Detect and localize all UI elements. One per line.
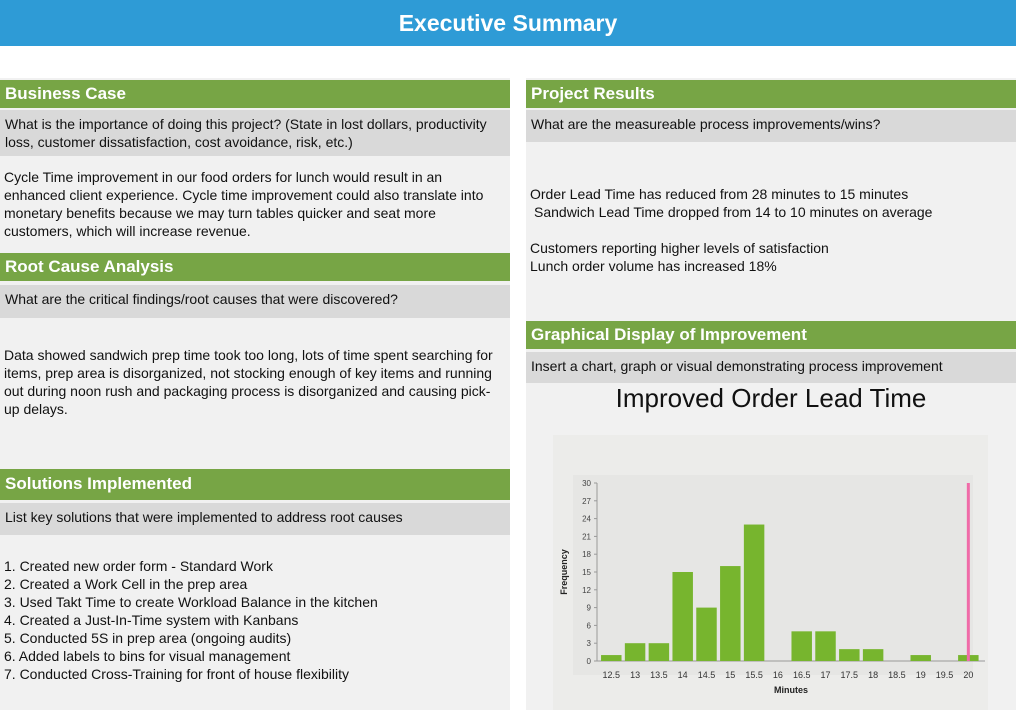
question: What are the critical findings/root caus… [0, 285, 510, 318]
list-item: 6. Added labels to bins for visual manag… [4, 648, 291, 664]
left-column [0, 78, 510, 710]
list-item: 7. Conducted Cross-Training for front of… [4, 666, 349, 682]
bar [720, 566, 741, 661]
x-tick-label: 14 [678, 670, 688, 680]
x-tick-label: 12.5 [603, 670, 621, 680]
section-header: Solutions Implemented [0, 469, 510, 500]
bar [862, 649, 884, 661]
y-tick-label: 24 [582, 515, 591, 524]
x-tick-label: 20 [963, 670, 973, 680]
y-tick-label: 30 [582, 479, 591, 488]
x-tick-label: 13.5 [650, 670, 668, 680]
x-tick-label: 17.5 [841, 670, 859, 680]
bar [839, 649, 860, 661]
x-tick-label: 16 [773, 670, 783, 680]
y-tick-label: 15 [582, 568, 591, 577]
x-tick-label: 18 [868, 670, 878, 680]
x-tick-label: 19 [916, 670, 926, 680]
bar [648, 643, 670, 661]
bar [672, 572, 693, 661]
title-bar: Executive Summary [0, 0, 1016, 46]
body-text: Data showed sandwich prep time took too … [4, 347, 493, 417]
y-tick-label: 9 [587, 604, 592, 613]
section-header: Business Case [0, 80, 510, 108]
bar [624, 643, 646, 661]
y-tick-label: 18 [582, 550, 591, 559]
bar [791, 631, 812, 661]
question: What are the measureable process improve… [526, 110, 1016, 142]
bar [601, 655, 622, 661]
y-tick-label: 0 [587, 657, 592, 666]
question: What is the importance of doing this pro… [0, 110, 510, 156]
bar [910, 655, 931, 661]
y-axis-label: Frequency [559, 549, 569, 595]
body-text: Cycle Time improvement in our food order… [4, 169, 484, 239]
chart: 0 3 6 9 12 15 18 21 24 27 30 12.5 13 13.5 14 14.5 15 15.5… [553, 435, 988, 710]
x-tick-label: 16.5 [793, 670, 811, 680]
chart-backdrop [573, 475, 973, 675]
list-item: 4. Created a Just-In-Time system with Ka… [4, 612, 299, 628]
question: List key solutions that were implemented… [0, 503, 510, 535]
body-text: Sandwich Lead Time dropped from 14 to 10… [534, 204, 933, 220]
list-item: 5. Conducted 5S in prep area (ongoing au… [4, 630, 292, 646]
x-tick-label: 17 [821, 670, 831, 680]
y-tick-label: 12 [582, 586, 591, 595]
x-tick-label: 13 [630, 670, 640, 680]
list-item: 2. Created a Work Cell in the prep area [4, 576, 248, 592]
y-tick-label: 3 [587, 639, 592, 648]
question: Insert a chart, graph or visual demonstr… [526, 352, 1016, 383]
section-header: Root Cause Analysis [0, 253, 510, 281]
x-tick-label: 14.5 [698, 670, 716, 680]
x-tick-label: 15 [725, 670, 735, 680]
chart-title: Improved Order Lead Time [615, 383, 927, 413]
body-text: Customers reporting higher levels of sat… [530, 240, 829, 256]
body-text: Order Lead Time has reduced from 28 minu… [530, 186, 909, 202]
y-tick-label: 27 [582, 497, 591, 506]
x-tick-label: 19.5 [936, 670, 954, 680]
solution-list: 1. Created new order form - Standard Wor… [0, 557, 505, 683]
x-axis-label: Minutes [774, 685, 808, 695]
x-tick-label: 15.5 [745, 670, 763, 680]
y-tick-label: 21 [582, 532, 591, 541]
y-tick-label: 6 [587, 621, 592, 630]
section-header: Project Results [526, 80, 1016, 108]
list-item: 1. Created new order form - Standard Wor… [4, 558, 273, 574]
bar [815, 631, 836, 661]
bar [743, 524, 765, 661]
x-tick-label: 18.5 [888, 670, 906, 680]
bar [696, 607, 717, 661]
body-text: Lunch order volume has increased 18% [530, 258, 777, 274]
section-header: Graphical Display of Improvement [526, 321, 1016, 349]
list-item: 3. Used Takt Time to create Workload Bal… [4, 594, 378, 610]
